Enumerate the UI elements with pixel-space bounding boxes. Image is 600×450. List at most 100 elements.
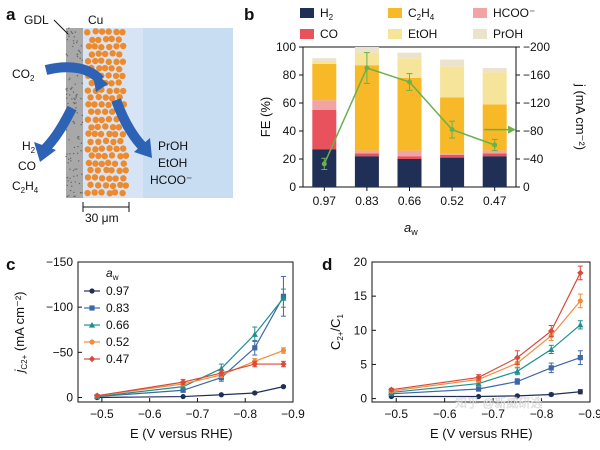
gdl-speck [73, 36, 76, 38]
current-point-0.47 [492, 142, 498, 148]
gdl-speck [73, 195, 75, 198]
cu-particle [85, 130, 92, 137]
gdl-speck [65, 53, 68, 55]
co2-label: CO2 [12, 67, 35, 83]
cu-particle [109, 182, 117, 190]
cu-particle [111, 160, 119, 167]
panel-c: c −0.5 −0.6 −0.7 −0.8 −0.9 0 −50 −100 −150 aw 0.9… [6, 255, 305, 441]
cu-particle [102, 35, 110, 43]
x-tick-label: 0.47 [483, 194, 507, 208]
x-tick-label: −0.7 [186, 407, 210, 421]
point-0.66-3 [251, 331, 258, 337]
x-tick-label: 0.52 [440, 194, 464, 208]
panel-d-label: d [322, 255, 332, 274]
panel-b-label: b [244, 5, 254, 24]
x-tick-label: 0.83 [355, 194, 379, 208]
gdl-speck [68, 35, 70, 38]
cu-particle [119, 87, 127, 95]
bar-EtOH-0.66 [397, 58, 422, 78]
gdl-speck [81, 114, 84, 117]
gdl-speck [68, 78, 70, 81]
y2-tick-label: −160 [523, 68, 550, 82]
point-0.97-1 [475, 393, 482, 400]
legend-swatch-EtOH [388, 29, 402, 39]
scale-bar-label: 30 μm [85, 211, 119, 225]
point-0.47-0 [388, 386, 395, 393]
cu-particles [84, 28, 130, 197]
gdl-speck [80, 142, 83, 144]
legend-swatch-H2 [300, 8, 314, 18]
y-tick-label: 10 [354, 323, 368, 337]
y2-tick-label: −40 [523, 152, 544, 166]
cu-particle [113, 145, 120, 153]
gdl-speck [67, 102, 69, 105]
gdl-speck [66, 38, 69, 41]
legend-text: CO [320, 27, 338, 41]
point-0.97-2 [218, 392, 224, 398]
cu-particle [91, 43, 98, 50]
bar-CO-0.83 [354, 153, 379, 157]
y-tick-label: −100 [46, 300, 73, 314]
legend-swatch-CO [300, 29, 314, 39]
gdl-speck [69, 153, 71, 155]
gdl-speck [72, 91, 75, 93]
gdl-speck [66, 90, 68, 92]
gdl-speck [69, 177, 71, 180]
axis-pointer-head [508, 125, 516, 134]
bar-HCOO--0.97 [312, 100, 337, 110]
bar-H2-0.66 [397, 159, 422, 187]
product-arrow-right-head [134, 138, 152, 158]
gdl-speck [78, 138, 80, 140]
cu-particle [101, 64, 109, 72]
panel-c-label: c [6, 255, 15, 274]
gdl-speck [67, 162, 69, 164]
bar-HCOO--0.83 [354, 150, 379, 154]
legend-text: EtOH [408, 27, 437, 41]
cu-particle [113, 87, 120, 94]
cu-particle [84, 189, 91, 197]
x-tick-label: −0.6 [138, 407, 162, 421]
y-tick-label: 0 [66, 390, 73, 404]
gdl-speck [68, 27, 70, 29]
point-0.47-2 [514, 354, 521, 361]
y-axis-b: 0 20 40 60 80 100 [276, 40, 303, 194]
cu-particle [122, 167, 129, 174]
cu-particle [98, 101, 105, 108]
cu-particle [92, 57, 99, 65]
cu-particle [116, 167, 123, 175]
gdl-speck [81, 173, 83, 175]
cu-particle [112, 175, 119, 182]
gdl-label: GDL [24, 13, 49, 27]
gdl-speck [71, 32, 74, 35]
gdl-speck [65, 88, 67, 90]
bar-CO-0.47 [482, 153, 507, 157]
gdl-speck [77, 135, 79, 138]
gdl-speck [68, 194, 70, 197]
gdl-speck [68, 33, 70, 36]
co2-arrow-in-head [92, 70, 108, 92]
gdl-speck [80, 123, 82, 126]
product-proh: PrOH [158, 139, 188, 153]
current-point-0.97 [321, 161, 327, 167]
legend-label-0.97: 0.97 [106, 284, 130, 298]
cu-particle [115, 124, 123, 131]
cu-label: Cu [88, 13, 103, 27]
lines-c [93, 275, 287, 401]
y-axis-label-d: C2+/C1 [328, 313, 345, 350]
cu-particle [112, 72, 120, 80]
cu-particle [115, 66, 123, 73]
legend-swatch-HCOO- [473, 8, 487, 18]
y-axis-label-c: jC2+ (mA cm⁻²) [12, 292, 29, 375]
bar-CO-0.66 [397, 156, 422, 159]
cu-particle [98, 145, 106, 152]
gdl-speck [72, 42, 75, 45]
cu-particle [87, 94, 94, 101]
gdl-speck [81, 192, 83, 194]
product-h2: H2 [22, 139, 36, 155]
gdl-speck [76, 53, 78, 55]
bar-H2-0.52 [440, 157, 465, 187]
gdl-speck [74, 195, 76, 197]
legend-swatch-C2H4 [388, 8, 402, 18]
bar-PrOH-0.66 [397, 52, 422, 59]
